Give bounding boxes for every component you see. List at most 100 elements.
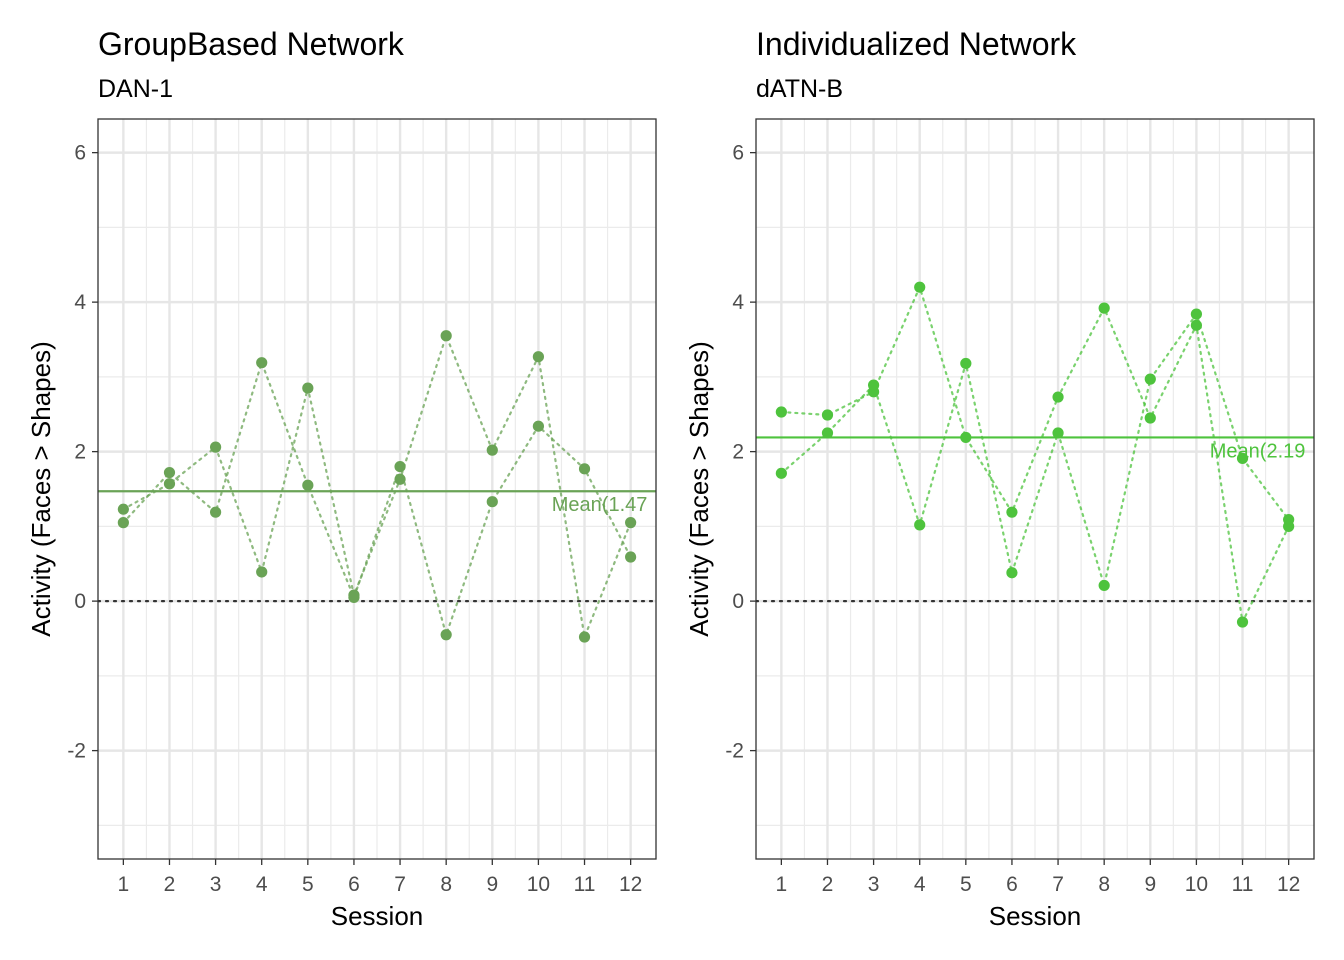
data-point xyxy=(914,281,926,293)
panel-border xyxy=(97,118,657,860)
data-point xyxy=(532,351,545,363)
data-point xyxy=(1236,616,1249,628)
data-point xyxy=(348,589,360,601)
y-tick-label: -2 xyxy=(725,740,744,763)
mean-label: Mean(1.47 xyxy=(552,494,648,516)
x-tick-label: 9 xyxy=(1144,873,1156,896)
x-tick-label: 11 xyxy=(574,873,596,896)
data-point xyxy=(914,519,926,531)
y-tick-label: 4 xyxy=(732,291,744,314)
data-point xyxy=(775,406,787,418)
data-point xyxy=(1283,514,1295,526)
series-2-line xyxy=(780,311,1290,590)
data-point xyxy=(1052,427,1064,439)
y-axis-title: Activity (Faces > Shapes) xyxy=(26,341,56,637)
x-tick-label: 6 xyxy=(348,873,360,896)
data-point xyxy=(256,566,268,578)
y-tick-label: -2 xyxy=(67,740,86,763)
data-point xyxy=(440,629,452,641)
data-point xyxy=(1190,308,1203,320)
data-point xyxy=(1006,506,1018,518)
data-point xyxy=(867,379,880,391)
x-tick-label: 2 xyxy=(822,873,834,896)
x-tick-label: 8 xyxy=(1098,873,1110,896)
data-point xyxy=(578,463,591,475)
y-tick-label: 2 xyxy=(74,441,86,464)
x-tick-label: 5 xyxy=(302,873,314,896)
x-axis-title: Session xyxy=(989,901,1082,931)
y-tick-label: 0 xyxy=(74,590,86,613)
chart-title: Individualized Network xyxy=(756,26,1077,62)
data-point xyxy=(1098,302,1110,314)
series-1-line xyxy=(780,284,1290,626)
data-point xyxy=(821,427,834,439)
x-axis-title: Session xyxy=(331,901,424,931)
x-tick-label: 10 xyxy=(1185,873,1208,896)
data-point xyxy=(1190,319,1203,331)
x-tick-label: 7 xyxy=(394,873,406,896)
series-1-line xyxy=(122,359,632,639)
data-point xyxy=(821,409,834,421)
data-point xyxy=(960,431,972,444)
data-point xyxy=(394,460,406,473)
x-tick-label: 8 xyxy=(440,873,452,896)
plot-area: Mean(2.19 xyxy=(756,281,1314,628)
data-point xyxy=(1144,373,1156,385)
data-point xyxy=(163,478,176,490)
data-point xyxy=(163,466,176,479)
x-tick-label: 2 xyxy=(164,873,176,896)
x-tick-label: 11 xyxy=(1232,873,1254,896)
x-tick-label: 4 xyxy=(914,873,926,896)
data-point xyxy=(440,330,452,342)
panel-border xyxy=(755,118,1315,860)
data-point xyxy=(302,479,314,491)
series-2-line xyxy=(122,332,632,642)
data-point xyxy=(117,503,129,515)
data-point xyxy=(302,382,314,394)
y-tick-label: 6 xyxy=(74,142,86,165)
y-tick-label: 0 xyxy=(732,590,744,613)
mean-label: Mean(2.19 xyxy=(1210,440,1306,462)
data-point xyxy=(625,551,637,563)
x-tick-label: 6 xyxy=(1006,873,1018,896)
chart-subtitle: DAN-1 xyxy=(98,75,173,103)
chart-title: GroupBased Network xyxy=(98,26,405,62)
data-point xyxy=(1006,567,1018,579)
data-point xyxy=(394,473,406,485)
x-tick-label: 3 xyxy=(868,873,880,896)
panel-individualized: Individualized Network dATN-B Mean(2.19 -2 0… xyxy=(684,26,1315,931)
data-point xyxy=(1236,452,1249,464)
x-tick-label: 1 xyxy=(118,873,130,896)
data-point xyxy=(775,467,787,479)
x-tick-label: 1 xyxy=(776,873,788,896)
data-point xyxy=(256,357,268,369)
x-tick-label: 7 xyxy=(1052,873,1064,896)
x-tick-label: 9 xyxy=(486,873,498,896)
plot-area: Mean(1.47 xyxy=(98,330,656,643)
data-point xyxy=(209,441,222,453)
x-tick-label: 5 xyxy=(960,873,972,896)
data-point xyxy=(209,506,222,518)
y-axis-title: Activity (Faces > Shapes) xyxy=(684,341,714,637)
data-point xyxy=(1144,412,1156,424)
x-tick-label: 12 xyxy=(619,873,642,896)
x-tick-label: 12 xyxy=(1277,873,1300,896)
data-point xyxy=(1052,391,1064,403)
data-point xyxy=(486,496,498,508)
data-point xyxy=(578,631,591,643)
data-point xyxy=(117,517,129,529)
data-point xyxy=(960,357,972,370)
data-point xyxy=(486,444,498,456)
y-tick-label: 6 xyxy=(732,142,744,165)
chart-subtitle: dATN-B xyxy=(756,75,843,103)
data-point xyxy=(625,517,637,529)
y-tick-label: 4 xyxy=(74,291,86,314)
data-point xyxy=(532,420,545,432)
x-tick-label: 3 xyxy=(210,873,222,896)
y-tick-label: 2 xyxy=(732,441,744,464)
x-tick-label: 10 xyxy=(527,873,550,896)
x-tick-label: 4 xyxy=(256,873,268,896)
data-point xyxy=(1098,579,1110,592)
